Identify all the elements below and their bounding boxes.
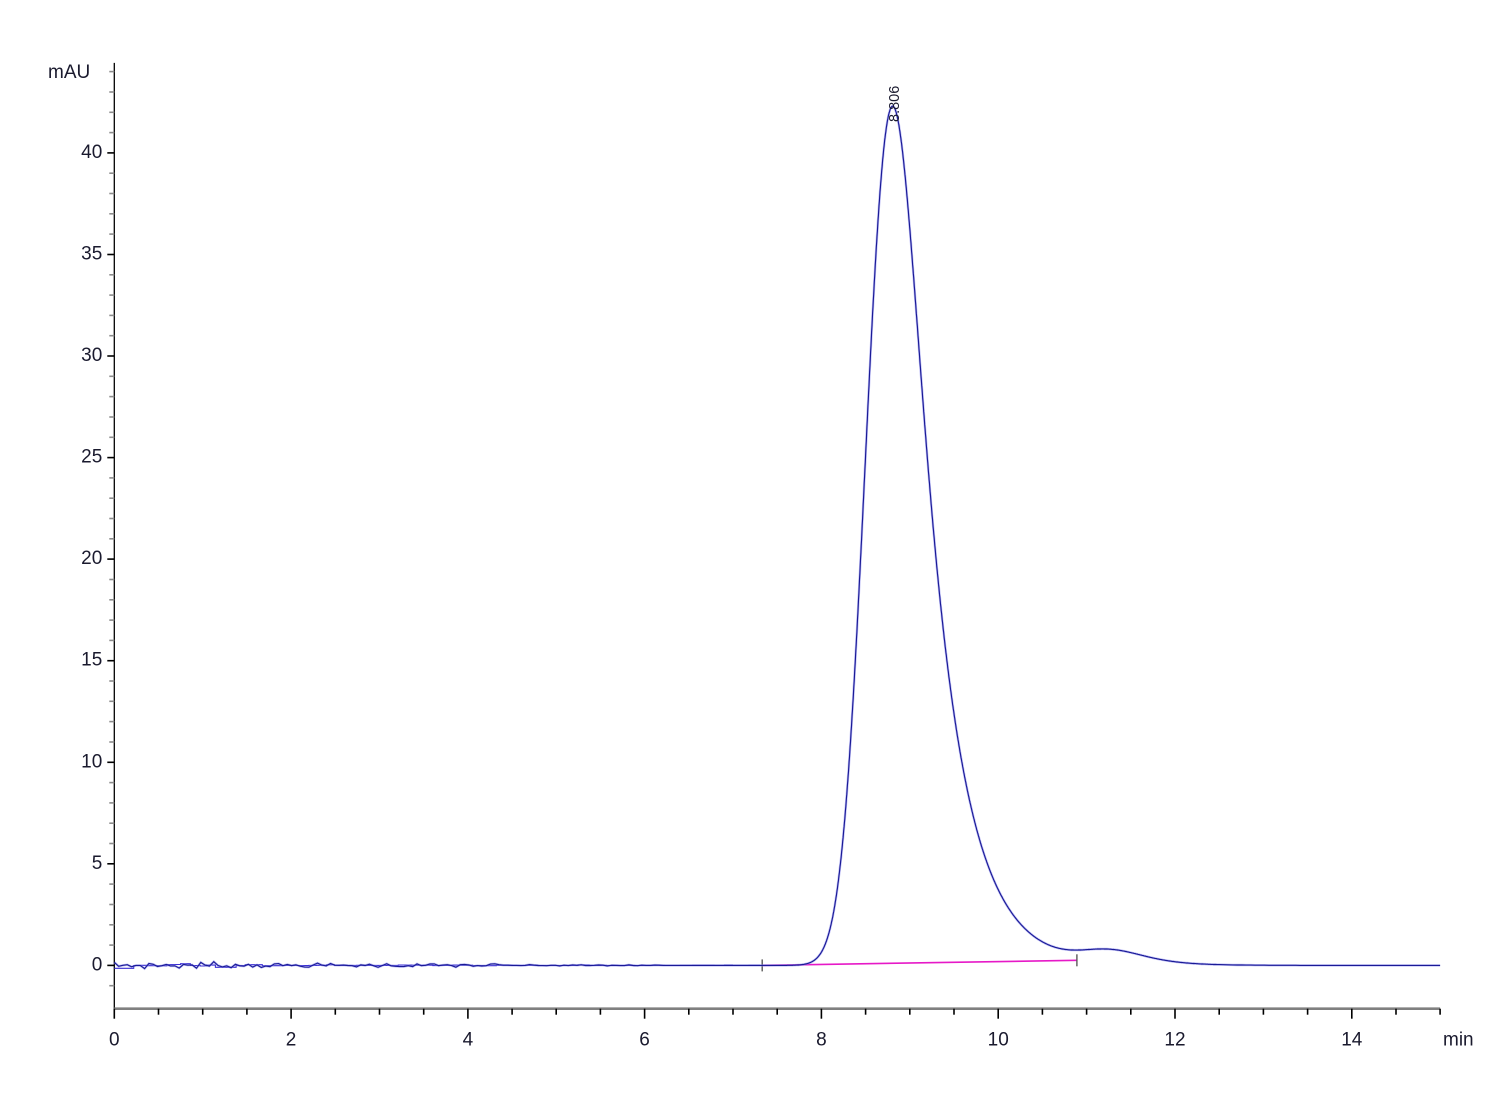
svg-text:4: 4 xyxy=(463,1030,474,1051)
svg-text:2: 2 xyxy=(286,1030,297,1051)
svg-text:mAU: mAU xyxy=(48,62,90,83)
svg-text:8: 8 xyxy=(816,1030,827,1051)
svg-text:35: 35 xyxy=(81,244,102,265)
svg-text:12: 12 xyxy=(1164,1030,1185,1051)
svg-text:25: 25 xyxy=(81,447,102,468)
svg-text:min: min xyxy=(1443,1030,1474,1051)
svg-text:0: 0 xyxy=(92,954,103,975)
svg-text:5: 5 xyxy=(92,853,103,874)
svg-text:30: 30 xyxy=(81,345,102,366)
svg-text:6: 6 xyxy=(639,1030,650,1051)
svg-text:20: 20 xyxy=(81,548,102,569)
svg-text:15: 15 xyxy=(81,650,102,671)
svg-text:40: 40 xyxy=(81,142,102,163)
svg-text:10: 10 xyxy=(81,751,102,772)
svg-text:14: 14 xyxy=(1341,1030,1363,1051)
svg-text:0: 0 xyxy=(109,1030,120,1051)
svg-text:8.806: 8.806 xyxy=(887,86,903,122)
svg-text:10: 10 xyxy=(988,1030,1009,1051)
